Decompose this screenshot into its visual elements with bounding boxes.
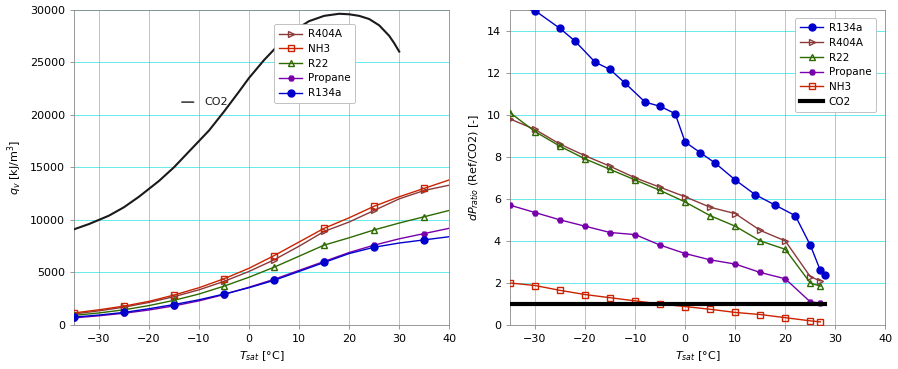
Y-axis label: $dP_{ratio}$ (Ref/CO2) [-]: $dP_{ratio}$ (Ref/CO2) [-] xyxy=(468,114,481,221)
Y-axis label: $q_v$ [kJ/m$^3$]: $q_v$ [kJ/m$^3$] xyxy=(5,140,24,195)
X-axis label: $T_{sat}$ [°C]: $T_{sat}$ [°C] xyxy=(675,350,720,363)
Legend: R134a, R404A, R22, Propane, NH3, CO2: R134a, R404A, R22, Propane, NH3, CO2 xyxy=(796,18,876,112)
Text: CO2: CO2 xyxy=(204,97,227,107)
Legend: R404A, NH3, R22, Propane, R134a: R404A, NH3, R22, Propane, R134a xyxy=(274,24,356,103)
X-axis label: $T_{sat}$ [°C]: $T_{sat}$ [°C] xyxy=(239,350,285,363)
